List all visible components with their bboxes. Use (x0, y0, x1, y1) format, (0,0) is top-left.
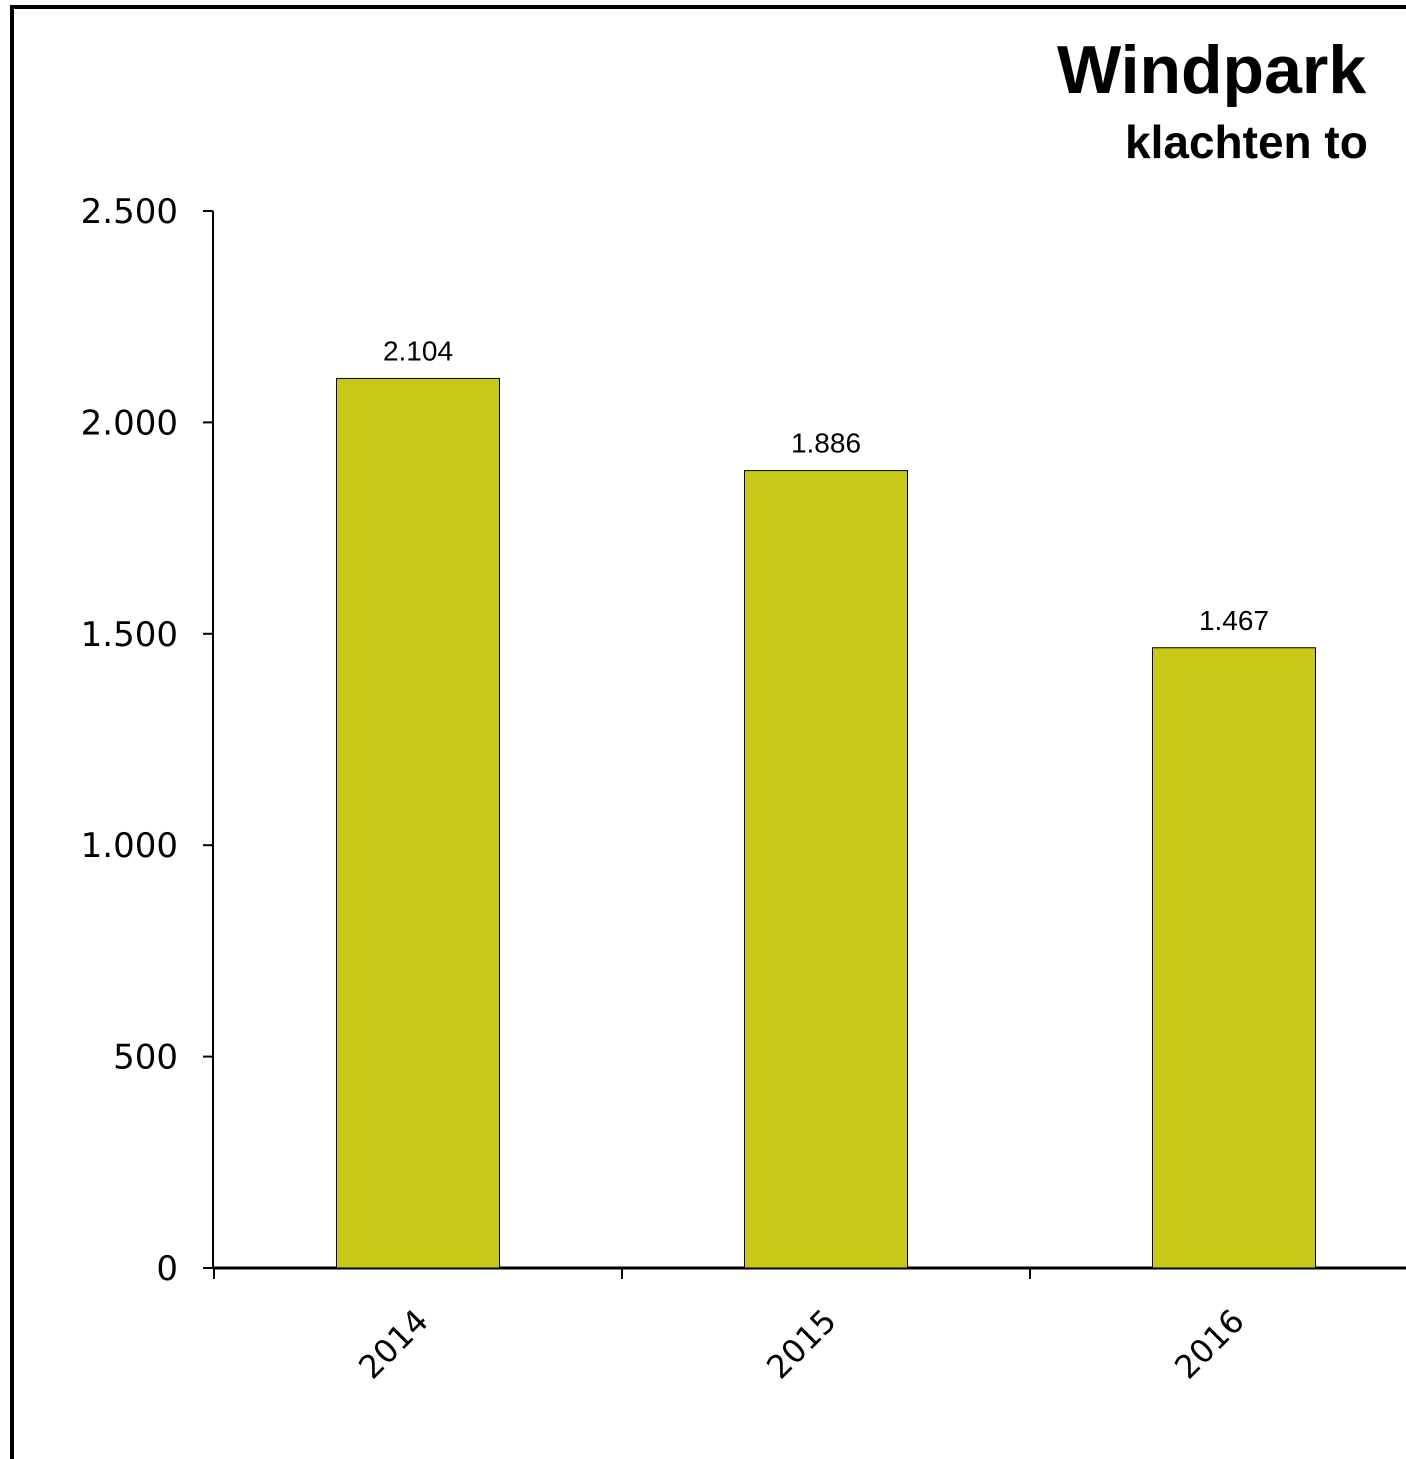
y-tick-label: 500 (113, 1038, 178, 1078)
chart-subtitle: klachten to (1125, 116, 1368, 168)
chart-frame (10, 5, 1406, 1459)
bar-value-label: 1.886 (791, 428, 861, 459)
x-tick-label: 2014 (351, 1302, 435, 1386)
bar-value-label: 2.104 (383, 335, 453, 366)
x-tick-label: 2016 (1167, 1302, 1251, 1386)
bar-value-label: 1.467 (1199, 605, 1269, 636)
y-tick-label: 1.500 (81, 615, 178, 655)
y-tick-label: 2.500 (81, 192, 178, 232)
bar-2016 (1152, 647, 1316, 1269)
bar-2014 (336, 377, 500, 1269)
x-tick-label: 2015 (759, 1302, 843, 1386)
bars: 2.104 1.886 1.467 (336, 335, 1316, 1269)
y-tick-label: 2.000 (81, 403, 178, 443)
chart-title: Windpark (1057, 32, 1366, 108)
y-tick-label: 1.000 (81, 826, 178, 866)
y-tick-label: 0 (156, 1249, 178, 1289)
bar-2015 (744, 470, 908, 1269)
